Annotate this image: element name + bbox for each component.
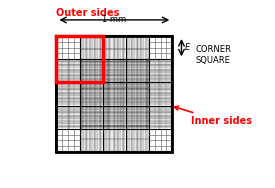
Bar (56, 36, 172, 152)
Bar (56, 36, 103, 82)
Text: CORNER
SQUARE: CORNER SQUARE (195, 45, 231, 65)
Text: E: E (185, 43, 190, 52)
Text: 1 mm: 1 mm (102, 15, 126, 24)
Text: Outer sides: Outer sides (56, 8, 120, 18)
Text: Inner sides: Inner sides (174, 106, 252, 126)
Bar (56, 36, 172, 152)
